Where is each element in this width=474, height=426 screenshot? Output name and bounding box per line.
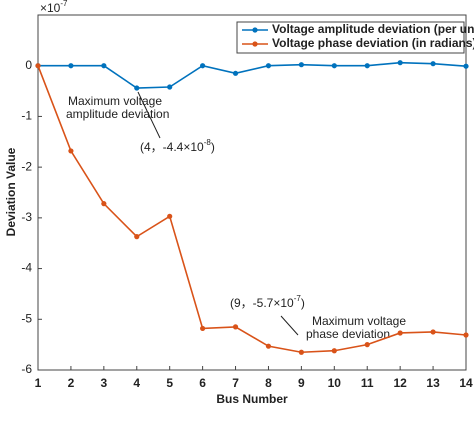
data-point [68, 63, 74, 69]
legend-box [236, 21, 465, 54]
annotation-line: amplitude deviation [66, 107, 169, 121]
x-tick-label: 7 [232, 376, 239, 390]
annotation-line: Maximum voltage [312, 314, 406, 328]
annotation-text: (9，-5.7×10 [230, 296, 294, 310]
x-tick-label: 10 [328, 376, 342, 390]
data-point [430, 61, 436, 67]
data-point [134, 85, 140, 91]
annotation: Maximum voltage amplitude deviation [66, 94, 169, 121]
y-tick-label: -6 [21, 362, 32, 376]
x-tick-label: 3 [101, 376, 108, 390]
x-tick-label: 11 [361, 376, 374, 390]
data-point [364, 342, 370, 348]
annotation-text: (4，-4.4×10 [140, 140, 204, 154]
annotation-text: ) [211, 140, 215, 154]
annotation-exponent: -7 [294, 294, 302, 303]
x-tick-label: 14 [459, 376, 473, 390]
annotation-arrow [280, 315, 299, 336]
x-tick-label: 13 [426, 376, 440, 390]
data-point [298, 349, 304, 355]
plot-frame [37, 14, 467, 371]
x-tick-label: 2 [68, 376, 75, 390]
y-tick-label: -1 [21, 109, 32, 123]
legend-marker [252, 27, 258, 33]
data-point [101, 201, 107, 207]
y-tick-label: -2 [21, 159, 32, 173]
annotation-line: Maximum voltage [68, 94, 162, 108]
legend-marker [252, 41, 258, 47]
data-point [463, 63, 469, 69]
data-point [232, 324, 239, 330]
legend-label: Voltage phase deviation (in radians) [272, 36, 474, 50]
x-tick-label: 9 [298, 376, 305, 390]
data-point [265, 63, 272, 69]
x-tick-label: 6 [199, 376, 206, 390]
annotation: (4，-4.4×10-8) [140, 138, 215, 154]
multiplier-base: ×10 [40, 1, 61, 15]
series-line [37, 65, 467, 354]
annotation: Maximum voltage phase deviation [306, 314, 406, 341]
annotation-line: phase deviation [306, 327, 390, 341]
data-point [463, 332, 469, 338]
data-point [200, 63, 206, 69]
multiplier-exponent: -7 [60, 0, 68, 8]
axis-multiplier: ×10-7 [40, 0, 68, 15]
data-point [298, 62, 304, 68]
x-axis-label: Bus Number [216, 392, 288, 406]
y-tick-label: -4 [21, 261, 32, 275]
data-point [101, 63, 107, 69]
data-point [167, 213, 173, 219]
x-tick-label: 1 [35, 376, 42, 390]
y-tick-label: 0 [25, 58, 32, 72]
data-point [265, 343, 272, 349]
legend-label: Voltage amplitude deviation (per unit va… [272, 22, 474, 36]
data-point [364, 63, 370, 69]
x-tick-label: 5 [166, 376, 173, 390]
data-point [397, 330, 403, 336]
annotation-exponent: -8 [204, 138, 212, 147]
y-tick-label: -3 [21, 210, 32, 224]
annotation-arrow [137, 91, 161, 139]
annotation: (9，-5.7×10-7) [230, 294, 305, 310]
series-line [38, 61, 467, 89]
data-point [200, 325, 206, 332]
y-axis-label: Deviation Value [4, 147, 18, 236]
annotation-text: ) [301, 296, 305, 310]
y-tick-label: -5 [21, 311, 32, 325]
data-point [232, 70, 239, 76]
data-point [430, 329, 436, 335]
data-point [167, 84, 173, 90]
x-tick-label: 12 [393, 376, 407, 390]
data-point [134, 234, 140, 240]
data-point [331, 63, 337, 69]
data-point [331, 348, 337, 354]
x-tick-label: 4 [133, 376, 140, 390]
data-point [397, 60, 403, 66]
x-tick-label: 8 [265, 376, 272, 390]
data-point [68, 148, 74, 154]
data-point [35, 63, 41, 69]
